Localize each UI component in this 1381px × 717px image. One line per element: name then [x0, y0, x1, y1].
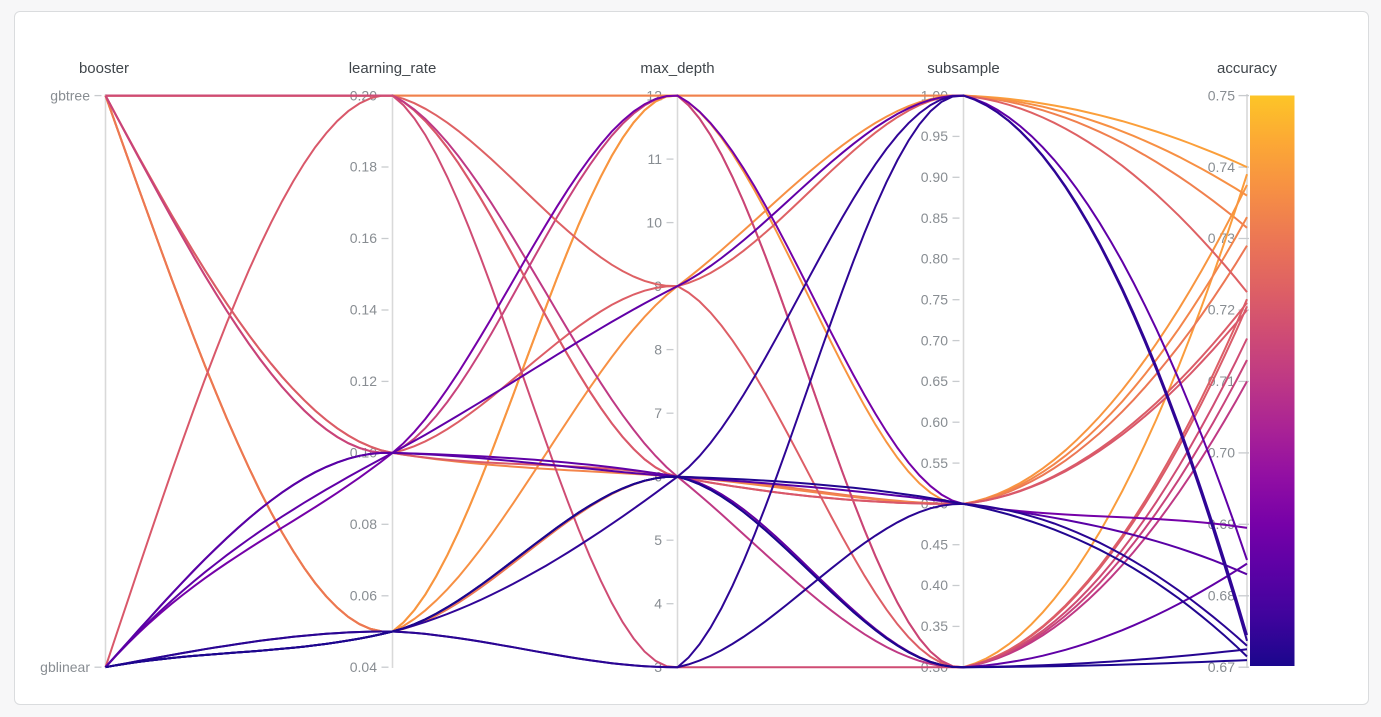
svg-text:6: 6 [654, 468, 662, 484]
svg-text:5: 5 [654, 532, 662, 548]
svg-text:0.70: 0.70 [921, 332, 948, 348]
svg-text:0.70: 0.70 [1208, 445, 1235, 461]
svg-text:0.12: 0.12 [350, 373, 377, 389]
svg-text:0.65: 0.65 [921, 373, 948, 389]
svg-text:gblinear: gblinear [40, 659, 90, 675]
svg-text:7: 7 [654, 405, 662, 421]
svg-text:0.74: 0.74 [1208, 159, 1235, 175]
svg-text:0.18: 0.18 [350, 159, 377, 175]
svg-text:booster: booster [79, 60, 129, 77]
svg-text:0.08: 0.08 [350, 516, 377, 532]
svg-text:0.80: 0.80 [921, 251, 948, 267]
svg-text:subsample: subsample [927, 60, 1000, 77]
svg-text:0.72: 0.72 [1208, 302, 1235, 318]
svg-text:max_depth: max_depth [640, 60, 714, 77]
svg-text:0.06: 0.06 [350, 588, 377, 604]
svg-text:0.16: 0.16 [350, 230, 377, 246]
svg-text:8: 8 [654, 341, 662, 357]
svg-text:accuracy: accuracy [1217, 60, 1278, 77]
svg-text:0.45: 0.45 [921, 536, 948, 552]
svg-text:0.67: 0.67 [1208, 659, 1235, 675]
svg-text:0.40: 0.40 [921, 577, 948, 593]
svg-text:0.75: 0.75 [921, 291, 948, 307]
svg-text:0.95: 0.95 [921, 128, 948, 144]
svg-text:0.35: 0.35 [921, 618, 948, 634]
svg-text:0.14: 0.14 [350, 302, 377, 318]
svg-text:0.85: 0.85 [921, 210, 948, 226]
svg-text:learning_rate: learning_rate [349, 60, 437, 77]
svg-text:10: 10 [646, 214, 662, 230]
svg-text:4: 4 [654, 595, 662, 611]
svg-text:11: 11 [647, 151, 662, 167]
svg-text:0.04: 0.04 [350, 659, 377, 675]
svg-text:gbtree: gbtree [50, 87, 90, 103]
svg-text:9: 9 [654, 278, 662, 294]
svg-text:0.60: 0.60 [921, 414, 948, 430]
svg-text:0.68: 0.68 [1208, 588, 1235, 604]
svg-text:0.55: 0.55 [921, 455, 948, 471]
svg-text:0.75: 0.75 [1208, 87, 1235, 103]
svg-text:0.73: 0.73 [1208, 230, 1235, 246]
svg-text:0.90: 0.90 [921, 169, 948, 185]
